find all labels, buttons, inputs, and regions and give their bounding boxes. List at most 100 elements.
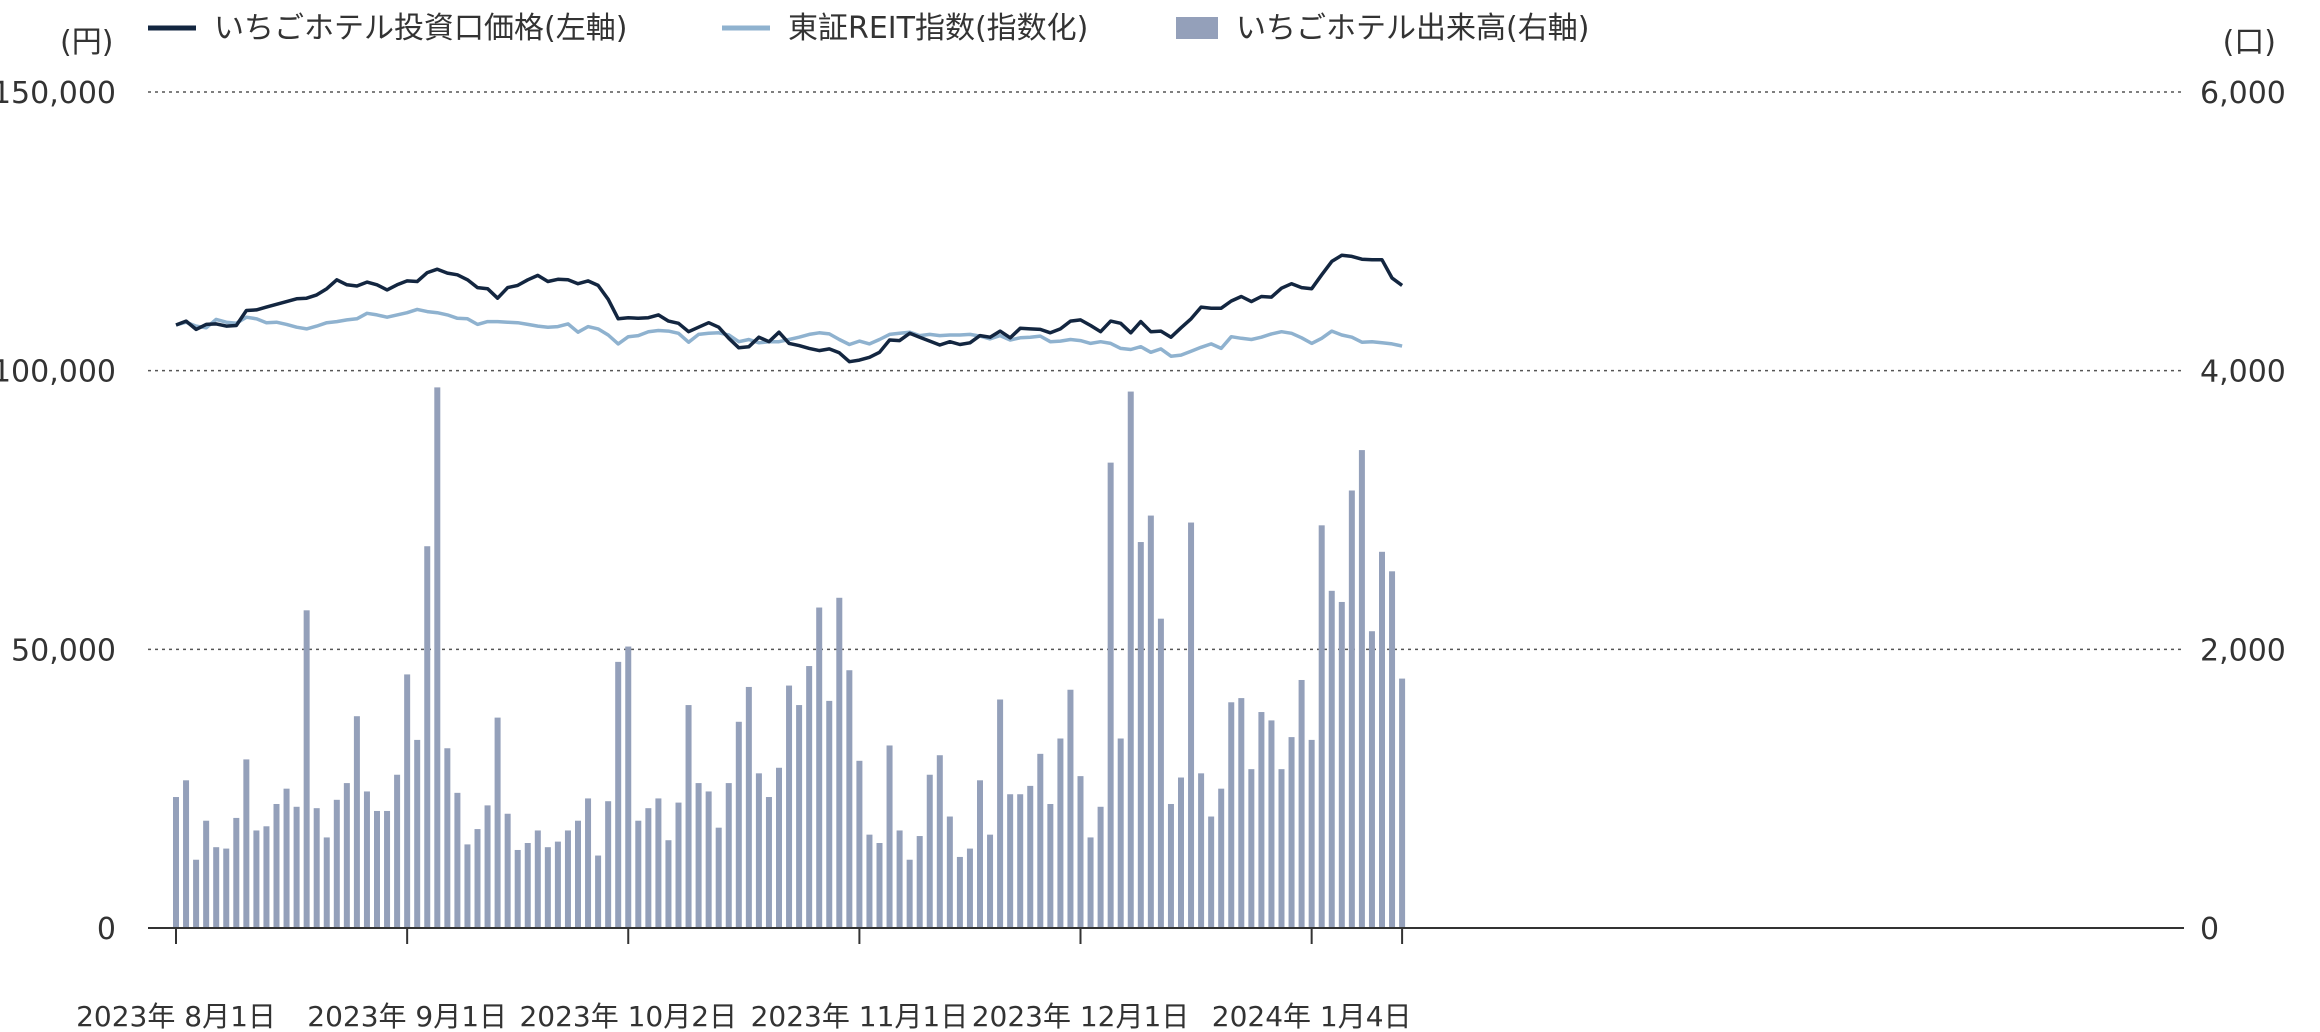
volume-bar [826,700,833,928]
volume-bar [1308,739,1315,928]
left-tick-label: 100,000 [0,355,116,390]
legend-label-reit: 東証REIT指数(指数化) [788,11,1088,46]
volume-bar [1348,490,1355,928]
volume-bar [695,783,702,928]
volume-bar [705,791,712,928]
unit-price-line [175,253,1404,364]
volume-bar [776,767,782,928]
volume-bar [786,685,793,928]
volume-bar [1017,794,1024,928]
volume-bar [735,721,742,928]
volume-bar [896,830,903,928]
volume-bar [1389,571,1396,928]
volume-bar [564,830,571,928]
grid-lines [148,91,2184,651]
volume-bar [384,810,391,928]
volume-bar [745,686,752,928]
volume-bar [464,844,471,928]
volume-bar [1268,720,1275,928]
series-lines [175,253,1404,364]
volume-bar [444,748,451,928]
volume-bar [595,855,602,928]
volume-bar [223,848,230,928]
volume-bar [765,797,772,928]
volume-bar [1167,803,1174,928]
volume-bar [1178,777,1184,928]
volume-bar [313,808,320,928]
volume-bar [846,670,853,928]
volume-bar [856,760,863,928]
volume-bar [514,849,521,928]
volume-bar [544,847,551,928]
volume-bar [906,859,913,928]
volume-bar [504,813,511,928]
volume-bar [956,856,963,928]
volume-bar [353,716,360,928]
volume-bar [233,817,240,928]
volume-bar [997,699,1004,928]
volume-bar [273,803,280,928]
right-tick-label: 6,000 [2200,76,2286,111]
volume-bar [1097,806,1104,928]
volume-bar [1107,462,1114,928]
volume-bar [635,820,642,928]
legend: いちごホテル投資口価格(左軸) 東証REIT指数(指数化) いちごホテル出来高(… [148,11,1589,46]
reit-index-line [175,307,1403,358]
volume-bar [946,816,953,928]
volume-bar [725,783,732,928]
volume-bar [645,808,652,928]
volume-bar [343,783,350,928]
volume-bar [966,848,973,928]
volume-bar [333,799,340,928]
volume-bar [685,705,692,928]
volume-bar [404,674,411,928]
volume-bar [1298,679,1305,928]
x-tick-label: 2023年 12月1日 [972,1000,1190,1032]
left-tick-label: 50,000 [11,633,116,668]
legend-label-volume: いちごホテル出来高(右軸) [1236,11,1589,46]
volume-bar [1208,816,1215,928]
x-tick-label: 2023年 11月1日 [751,1000,969,1032]
volume-bar [303,610,310,928]
volume-bar [926,774,933,928]
legend-swatch-volume [1176,17,1218,39]
volume-bar [1077,776,1084,928]
volume-bar [585,798,592,928]
volume-bar [1157,618,1164,928]
volume-bar [1117,738,1124,928]
volume-bar [1087,837,1094,928]
volume-bar [474,829,481,928]
volume-bar [283,788,290,928]
volume-bar [534,830,541,928]
volume-bars [173,387,1406,929]
volume-bar [1278,769,1285,928]
volume-bar [183,780,190,928]
right-tick-label: 2,000 [2200,633,2286,668]
volume-bar [1147,515,1154,928]
volume-bar [363,791,370,928]
volume-bar [615,661,622,928]
volume-bar [434,387,441,928]
volume-bar [374,810,380,928]
volume-bar [866,834,873,928]
volume-bar [1288,737,1295,928]
volume-bar [524,843,531,928]
volume-bar [665,840,672,928]
volume-bar [1137,542,1144,928]
left-axis-unit: (円) [60,25,113,60]
volume-bar [1328,590,1335,928]
volume-bar [414,739,421,928]
volume-bar [213,847,220,928]
axes: 0 50,000 100,000 150,000 0 2,000 4,000 6,000 202… [0,76,2286,1032]
volume-bar [806,666,813,928]
volume-bar [484,805,491,928]
volume-bar [605,801,612,928]
volume-bar [323,837,330,928]
volume-bar [1358,450,1365,928]
x-tick-label: 2023年 10月2日 [519,1000,737,1032]
x-tick-label: 2023年 8月1日 [76,1000,276,1032]
volume-bar [1027,785,1034,928]
volume-bar [675,802,682,928]
volume-bar [876,843,883,928]
volume-bar [836,597,843,928]
